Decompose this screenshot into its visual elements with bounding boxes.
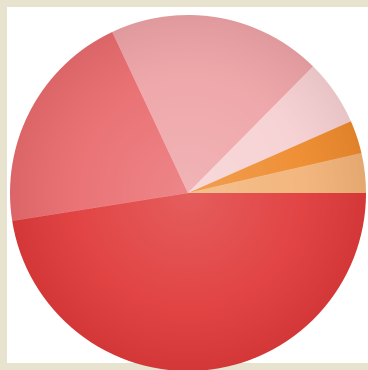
pie-slices — [9, 15, 366, 370]
pie-slice-1 — [12, 193, 366, 370]
